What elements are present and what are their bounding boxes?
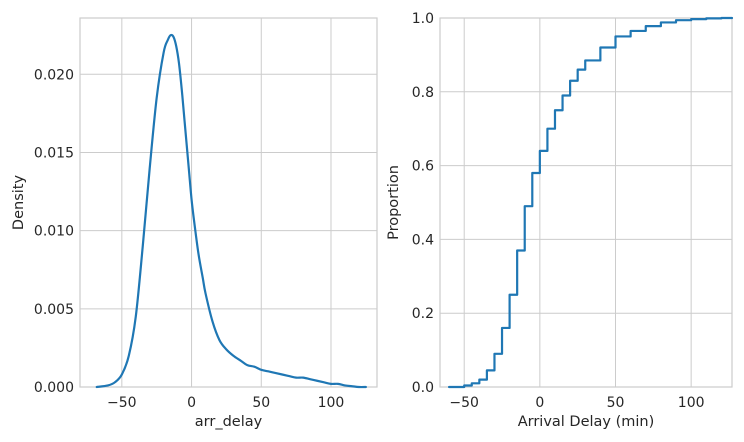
kde-y-tick-label: 0.000 xyxy=(34,380,74,396)
ecdf-y-axis-label: Proportion xyxy=(386,165,402,240)
ecdf-y-axis: 0.0 0.2 0.4 0.6 0.8 1.0 xyxy=(412,11,434,396)
ecdf-x-tick-label: 0 xyxy=(535,395,544,411)
kde-x-axis: −50 0 50 100 xyxy=(107,395,344,411)
kde-x-tick-label: 50 xyxy=(252,395,270,411)
ecdf-y-tick-label: 0.6 xyxy=(412,159,434,175)
kde-x-tick-label: −50 xyxy=(107,395,137,411)
ecdf-x-axis-label: Arrival Delay (min) xyxy=(518,414,655,430)
ecdf-x-axis: −50 0 50 100 xyxy=(449,395,704,411)
ecdf-x-tick-label: 50 xyxy=(607,395,625,411)
kde-axes-frame xyxy=(79,17,378,388)
kde-density-chart: −50 0 50 100 0.000 0.005 0.010 0.015 0.020 arr_… xyxy=(11,17,378,430)
ecdf-x-tick-label: 100 xyxy=(678,395,705,411)
kde-y-axis-label: Density xyxy=(11,175,27,231)
kde-y-tick-label: 0.005 xyxy=(34,302,74,318)
ecdf-y-tick-label: 0.0 xyxy=(412,380,434,396)
kde-y-tick-label: 0.020 xyxy=(34,67,74,83)
kde-x-tick-label: 100 xyxy=(318,395,345,411)
kde-series-line xyxy=(95,33,367,389)
ecdf-series-line xyxy=(447,16,734,389)
kde-plot-area xyxy=(95,33,367,389)
kde-y-tick-label: 0.015 xyxy=(34,145,74,161)
ecdf-y-tick-label: 0.8 xyxy=(412,85,434,101)
ecdf-proportion-chart: −50 0 50 100 0.0 0.2 0.4 0.6 0.8 1.0 Arrival Del… xyxy=(386,11,734,430)
ecdf-plot-area xyxy=(447,16,734,389)
kde-y-tick-label: 0.010 xyxy=(34,224,74,240)
ecdf-x-tick-label: −50 xyxy=(449,395,479,411)
kde-y-axis: 0.000 0.005 0.010 0.015 0.020 xyxy=(34,67,74,396)
ecdf-y-tick-label: 1.0 xyxy=(412,11,434,27)
kde-x-tick-label: 0 xyxy=(187,395,196,411)
kde-x-axis-label: arr_delay xyxy=(195,414,263,430)
ecdf-y-tick-label: 0.2 xyxy=(412,306,434,322)
ecdf-y-tick-label: 0.4 xyxy=(412,232,434,248)
ecdf-axes-frame xyxy=(439,17,733,388)
